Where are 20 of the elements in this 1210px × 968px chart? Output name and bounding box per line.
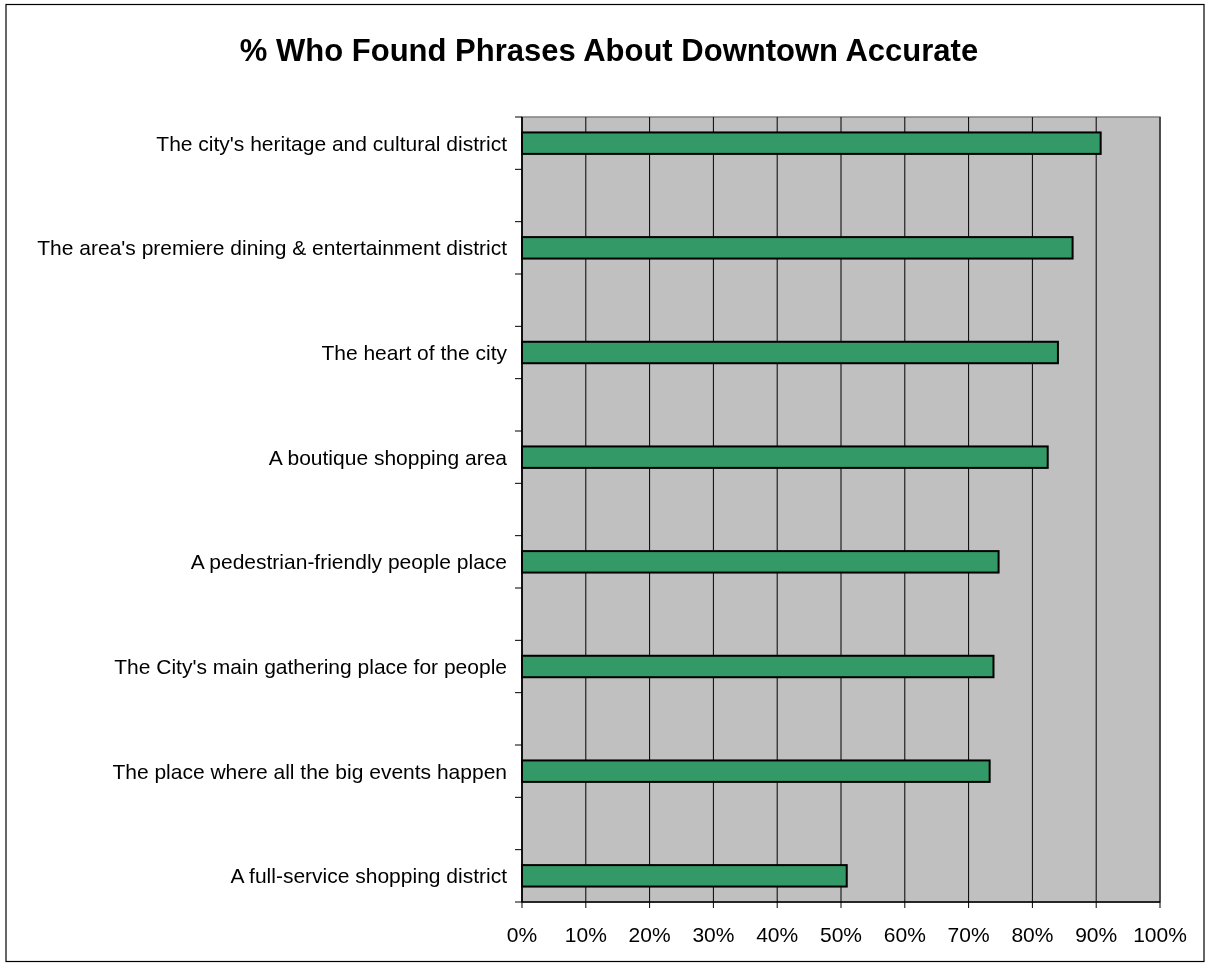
y-tick-label: The heart of the city (321, 340, 508, 364)
x-tick-label: 20% (628, 923, 671, 946)
x-tick-label: 100% (1133, 923, 1187, 946)
y-tick-label: A pedestrian-friendly people place (190, 550, 507, 574)
chart-title: % Who Found Phrases About Downtown Accurate (239, 33, 979, 68)
x-tick-label: 50% (819, 923, 863, 946)
y-tick-label: The place where all the big events happen (112, 759, 507, 783)
y-tick-label: The city's heritage and cultural district (156, 131, 508, 155)
y-tick-label: A boutique shopping area (268, 445, 508, 469)
x-tick-label: 0% (506, 923, 538, 946)
x-tick-label: 70% (947, 923, 990, 946)
x-tick-label: 40% (756, 923, 799, 946)
x-tick-label: 30% (692, 923, 735, 946)
x-tick-label: 90% (1075, 923, 1118, 946)
y-tick-label: The area's premiere dining & entertainment district (37, 236, 508, 260)
y-tick-label: A full-service shopping district (230, 864, 508, 888)
x-tick-label: 10% (564, 923, 607, 946)
y-tick-label: The City's main gathering place for people (114, 654, 507, 678)
x-tick-label: 80% (1011, 923, 1054, 946)
x-tick-label: 60% (883, 923, 926, 946)
